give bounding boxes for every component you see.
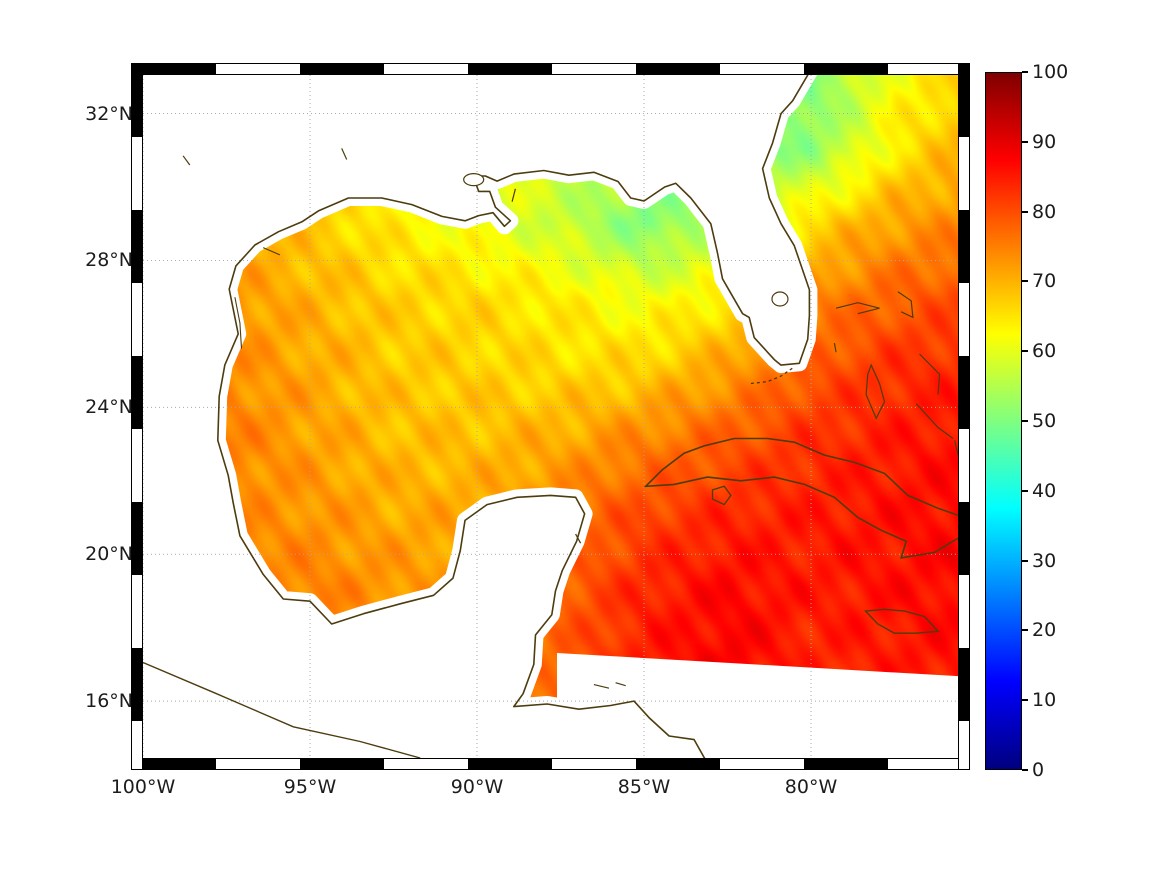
chandeleur-islands-line bbox=[511, 188, 516, 202]
cuba-outline bbox=[643, 437, 958, 559]
florida-keys-line bbox=[750, 366, 795, 385]
colorbar-tick-mark bbox=[1022, 420, 1028, 422]
colorbar-tick-mark bbox=[1022, 769, 1028, 771]
colorbar-tick-label: 70 bbox=[1032, 270, 1057, 293]
colorbar-tick-label: 90 bbox=[1032, 130, 1057, 153]
x-tick-label: 80°W bbox=[784, 776, 838, 798]
y-tick-label: 28°N bbox=[85, 249, 133, 272]
cozumel-outline bbox=[575, 533, 582, 544]
x-tick-label: 95°W bbox=[283, 776, 337, 798]
colorbar-tick-mark bbox=[1022, 71, 1028, 73]
colorbar-tick-mark bbox=[1022, 489, 1028, 492]
colorbar bbox=[985, 72, 1022, 770]
jamaica-outline bbox=[863, 608, 940, 634]
colorbar-tick-label: 30 bbox=[1032, 549, 1057, 572]
colorbar-tick-mark bbox=[1022, 559, 1028, 562]
grand-bahama-outline bbox=[835, 302, 880, 315]
colorbar-tick-label: 100 bbox=[1032, 61, 1069, 83]
y-tick-label: 24°N bbox=[85, 396, 133, 419]
colorbar-tick-mark bbox=[1022, 699, 1028, 702]
colorbar-tick-label: 0 bbox=[1032, 759, 1045, 781]
colorbar-tick-label: 40 bbox=[1032, 479, 1057, 502]
pacific-mexico-coastline bbox=[143, 661, 421, 758]
bimini-outline bbox=[833, 342, 837, 353]
inland-water-mark bbox=[182, 155, 191, 166]
bay-islands-outline bbox=[615, 682, 626, 687]
colorbar-tick-label: 10 bbox=[1032, 689, 1057, 712]
exuma-outline bbox=[915, 403, 954, 439]
colorbar-tick-label: 20 bbox=[1032, 619, 1057, 642]
lake-pontchartrain bbox=[463, 173, 485, 187]
bay-islands-outline bbox=[593, 684, 610, 689]
matagorda-islands-line bbox=[262, 247, 281, 256]
map-frame-left bbox=[131, 63, 143, 770]
x-tick-label: 100°W bbox=[110, 776, 176, 798]
andros-outline bbox=[865, 363, 886, 420]
y-tick-label: 16°N bbox=[85, 690, 133, 713]
colorbar-tick-mark bbox=[1022, 629, 1028, 632]
map-frame-right bbox=[958, 63, 970, 770]
coastline-overlay bbox=[143, 75, 958, 758]
x-tick-label: 85°W bbox=[617, 776, 671, 798]
colorbar-tick-label: 60 bbox=[1032, 340, 1057, 363]
map-frame-bottom bbox=[131, 758, 970, 770]
isla-juventud-outline bbox=[711, 485, 732, 506]
texas-barrier-islands-line bbox=[234, 297, 243, 349]
colorbar-tick-label: 50 bbox=[1032, 410, 1057, 432]
y-tick-label: 20°N bbox=[85, 543, 133, 566]
mainland-coastline bbox=[217, 75, 811, 758]
y-tick-label: 32°N bbox=[85, 102, 133, 125]
lake-okeechobee bbox=[771, 291, 789, 307]
map-frame-top bbox=[131, 63, 970, 75]
x-tick-label: 90°W bbox=[450, 776, 504, 798]
eleuthera-outline bbox=[919, 353, 941, 395]
colorbar-tick-mark bbox=[1022, 210, 1028, 213]
colorbar-tick-mark bbox=[1022, 350, 1028, 353]
colorbar-tick-mark bbox=[1022, 140, 1028, 143]
colorbar-tick-label: 80 bbox=[1032, 200, 1057, 223]
colorbar-tick-mark bbox=[1022, 280, 1028, 283]
abaco-outline bbox=[897, 291, 914, 319]
long-island-outline bbox=[954, 440, 958, 456]
inland-water-mark bbox=[341, 148, 348, 160]
